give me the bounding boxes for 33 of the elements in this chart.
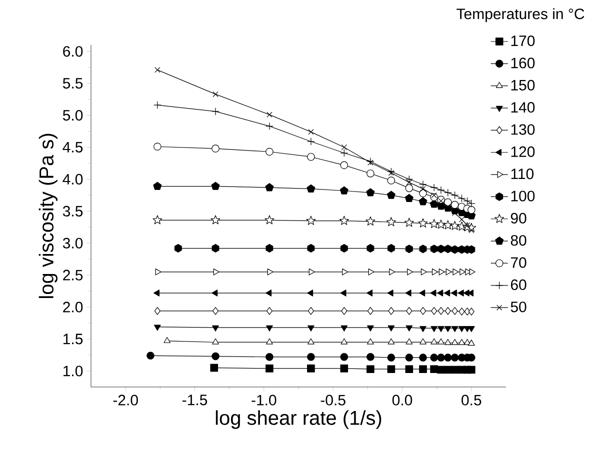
x-tick-label: -1.0 xyxy=(252,394,276,406)
x-tick-label: -1.5 xyxy=(182,394,208,406)
y-axis-title: log viscosity (Pa s) xyxy=(38,134,58,298)
legend-label: 60 xyxy=(510,279,526,290)
legend-label: 80 xyxy=(510,235,526,246)
y-tick-label: 3.5 xyxy=(62,206,83,216)
y-tick-label: 5.5 xyxy=(62,78,83,89)
y-tick-label: 1.5 xyxy=(64,334,83,344)
legend-label: 150 xyxy=(511,80,535,90)
x-tick-label: -2.0 xyxy=(113,394,138,406)
legend-label: 130 xyxy=(511,124,535,135)
y-tick-label: 5.0 xyxy=(62,110,83,121)
y-tick-label: 3.0 xyxy=(62,238,83,248)
x-tick-label: -0.5 xyxy=(320,394,346,406)
y-tick-label: 4.0 xyxy=(62,174,83,185)
legend-label: 110 xyxy=(511,168,534,180)
legend-label: 70 xyxy=(510,257,526,268)
legend-title: Temperatures in °C xyxy=(456,8,584,22)
y-tick-label: 4.5 xyxy=(62,142,83,152)
legend-label: 90 xyxy=(510,212,526,224)
legend-label: 50 xyxy=(510,302,526,312)
x-axis-title: log shear rate (1/s) xyxy=(216,410,382,429)
y-tick-label: 2.5 xyxy=(63,270,83,280)
y-tick-label: 1.0 xyxy=(64,366,83,376)
y-tick-label: 2.0 xyxy=(63,302,83,312)
legend-label: 100 xyxy=(511,190,535,202)
x-tick-label: 0.0 xyxy=(392,394,412,406)
y-tick-label: 6.0 xyxy=(63,46,83,57)
legend-label: 120 xyxy=(511,146,535,157)
legend-label: 170 xyxy=(511,36,535,46)
legend-label: 160 xyxy=(511,58,535,68)
legend-label: 140 xyxy=(511,102,535,113)
x-tick-label: 0.5 xyxy=(462,394,482,406)
